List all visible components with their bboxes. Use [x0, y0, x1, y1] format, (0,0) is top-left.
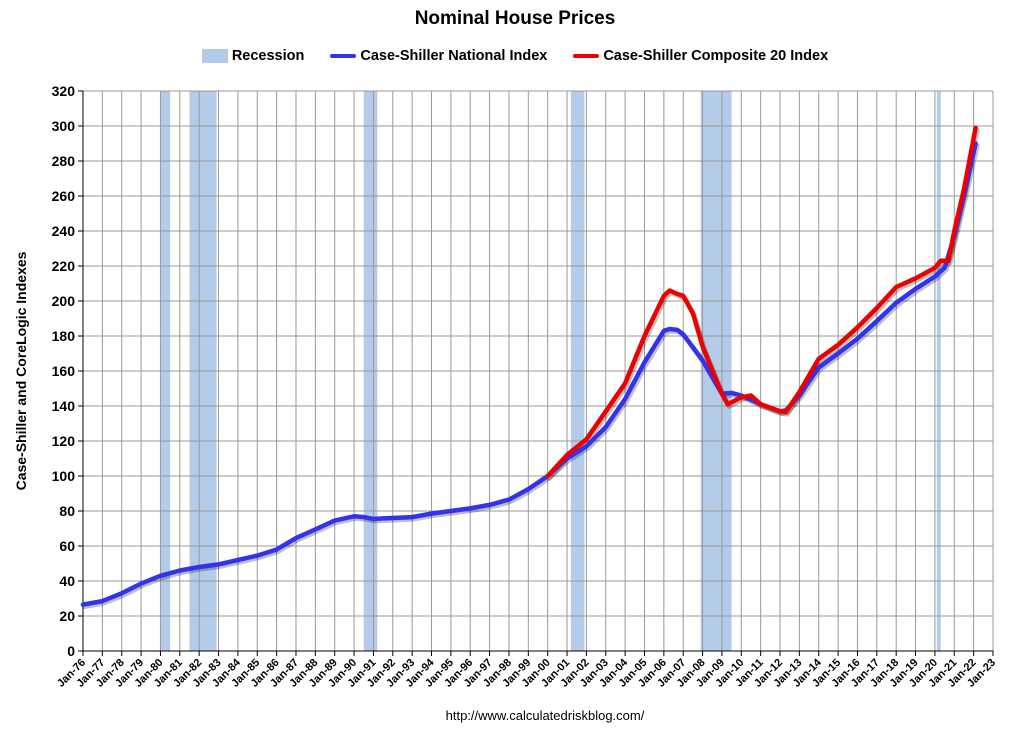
y-tick-label: 20 — [59, 608, 75, 624]
y-tick-label: 280 — [52, 153, 76, 169]
legend-item-composite: Case-Shiller Composite 20 Index — [573, 48, 828, 64]
y-tick-label: 220 — [52, 258, 76, 274]
y-tick-label: 300 — [52, 118, 76, 134]
series-composite-shadow — [546, 127, 980, 481]
y-tick-label: 320 — [52, 83, 76, 99]
series-line-national — [80, 141, 978, 607]
y-tick-label: 180 — [52, 328, 76, 344]
y-tick-label: 40 — [59, 573, 75, 589]
y-tick-label: 100 — [52, 468, 76, 484]
y-tick-label: 200 — [52, 293, 76, 309]
source-url: http://www.calculatedriskblog.com/ — [445, 708, 645, 723]
series-national-shadow — [82, 143, 980, 610]
y-tick-label: 240 — [52, 223, 76, 239]
legend-label-recession: Recession — [231, 48, 305, 64]
legend-label-national: Case-Shiller National Index — [360, 48, 548, 64]
y-tick-label: 0 — [67, 643, 75, 659]
chart-title: Nominal House Prices — [414, 8, 616, 29]
legend-item-recession: Recession — [201, 48, 305, 64]
legend-swatch-composite — [573, 54, 600, 58]
y-tick-label: 80 — [59, 503, 75, 519]
series-line-composite — [545, 125, 978, 479]
legend-label-composite: Case-Shiller Composite 20 Index — [603, 48, 829, 64]
y-tick-label: 140 — [52, 398, 76, 414]
y-tick-label: 120 — [52, 433, 76, 449]
legend: Recession Case-Shiller National Index Ca… — [0, 48, 1030, 64]
y-tick-label: 260 — [52, 188, 76, 204]
y-axis-label: Case-Shiller and CoreLogic Indexes — [13, 251, 29, 490]
legend-item-national: Case-Shiller National Index — [330, 48, 547, 64]
y-tick-label: 60 — [59, 538, 75, 554]
legend-swatch-national — [330, 54, 357, 58]
y-tick-label: 160 — [52, 363, 76, 379]
legend-swatch-recession — [201, 49, 228, 63]
